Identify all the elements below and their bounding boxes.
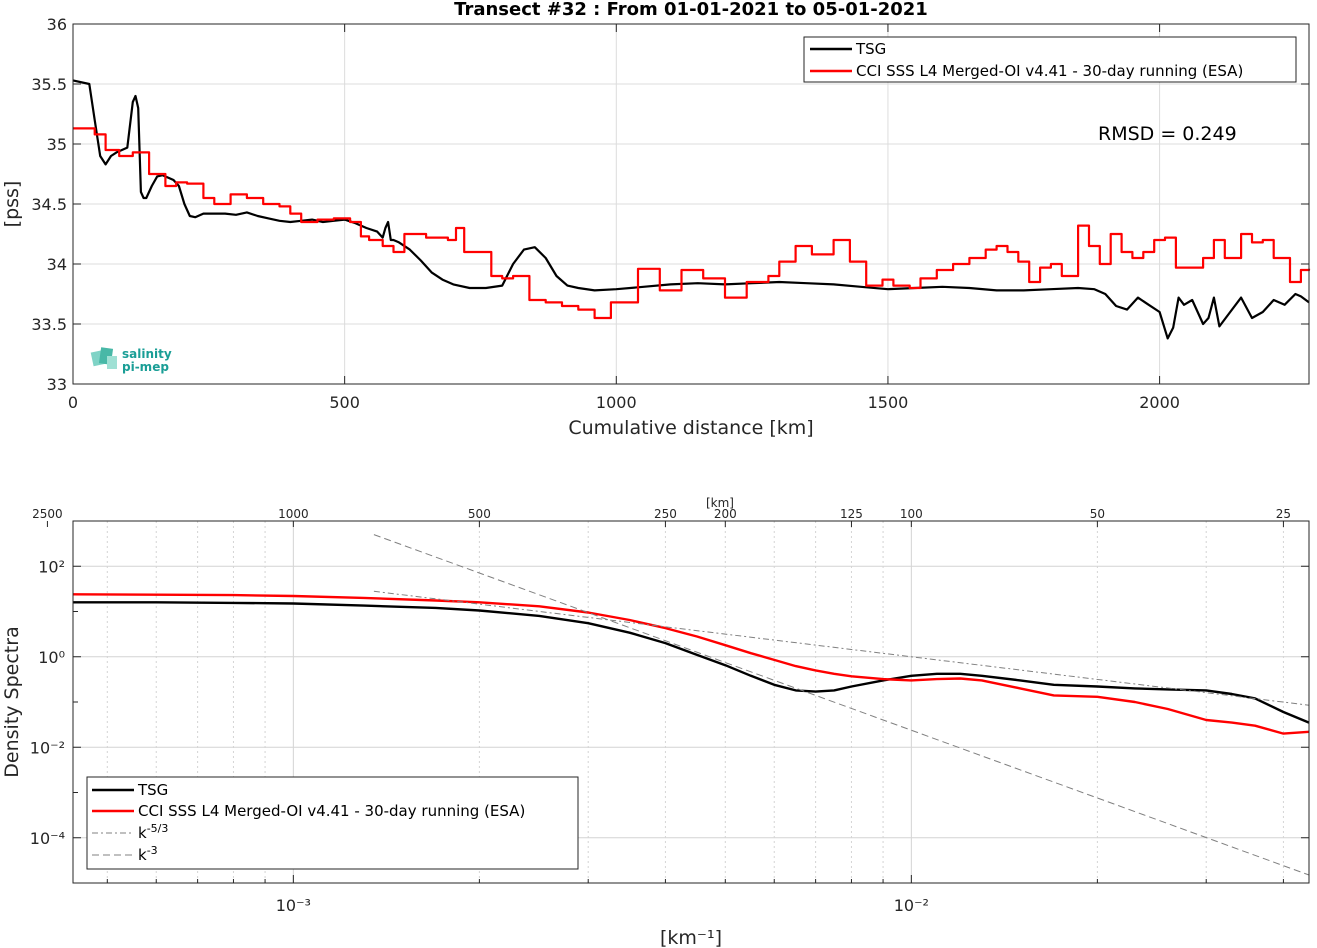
y-tick-label-top: 34 (47, 255, 67, 274)
top-axis-tick-label: 100 (900, 507, 923, 521)
series-line-cci (73, 127, 1311, 320)
x-tick-label-bottom: 10⁻² (894, 896, 929, 915)
spectra-chart: 10² 10⁰ 10⁻² 10⁻⁴ 10⁻³ 10⁻² 2500 1000 500 250 200 1… (1, 496, 1310, 948)
top-axis-tick-label: 25 (1276, 507, 1291, 521)
top-axis-tick-label: 250 (654, 507, 677, 521)
chart-title: Transect #32 : From 01-01-2021 to 05-01-… (454, 0, 928, 20)
y-tick-label-top: 34.5 (31, 195, 67, 214)
salinity-pi-mep-logo: salinity pi-mep (90, 347, 172, 374)
x-tick-label-top: 2000 (1139, 393, 1180, 412)
reference-line-k-5-3 (373, 590, 1310, 706)
top-axis-label: [km] (706, 496, 734, 510)
y-tick-label-bottom: 10⁻⁴ (30, 829, 65, 848)
legend-bottom-item-0: TSG (137, 781, 168, 799)
series-bottom (72, 534, 1310, 876)
top-axis-tick-label: 2500 (32, 507, 63, 521)
top-axis-tick-label: 1000 (278, 507, 309, 521)
x-tick-label-bottom: 10⁻³ (276, 896, 311, 915)
legend-bottom: TSG CCI SSS L4 Merged-OI v4.41 - 30-day … (86, 776, 579, 870)
x-tick-label-top: 0 (68, 393, 78, 412)
legend-top-item-0: TSG (855, 40, 886, 58)
x-tick-label-top: 1500 (868, 393, 909, 412)
y-tick-label-top: 33.5 (31, 315, 67, 334)
y-axis-label-top: [pss] (1, 181, 23, 228)
y-tick-label-top: 35.5 (31, 75, 67, 94)
rmsd-annotation: RMSD = 0.249 (1098, 123, 1237, 145)
ticks-bottom: 10² 10⁰ 10⁻² 10⁻⁴ 10⁻³ 10⁻² 2500 1000 500 250 200 1… (30, 507, 1309, 915)
reference-line-k-3 (373, 534, 1310, 876)
logo-text-salinity: salinity (122, 347, 172, 361)
spectrum-line-tsg (73, 601, 1310, 724)
y-tick-label-top: 33 (47, 375, 67, 394)
legend-top-item-1: CCI SSS L4 Merged-OI v4.41 - 30-day runn… (856, 62, 1243, 80)
y-tick-label-top: 36 (47, 15, 67, 34)
y-tick-label-bottom: 10² (38, 557, 65, 576)
ticks-top: 0 500 1000 1500 2000 33 33.5 34 34.5 35 35.5 36 (31, 15, 1309, 412)
x-tick-label-top: 500 (329, 393, 360, 412)
legend-bottom-item-1: CCI SSS L4 Merged-OI v4.41 - 30-day runn… (138, 802, 525, 820)
y-tick-label-bottom: 10⁰ (38, 648, 65, 667)
series-top (72, 79, 1311, 340)
x-tick-label-top: 1000 (596, 393, 637, 412)
top-axis-tick-label: 125 (840, 507, 863, 521)
top-axis-tick-label: 500 (468, 507, 491, 521)
top-axis-tick-label: 200 (714, 507, 737, 521)
salinity-chart: Transect #32 : From 01-01-2021 to 05-01-… (1, 0, 1311, 439)
y-tick-label-bottom: 10⁻² (30, 738, 65, 757)
legend-top: TSG CCI SSS L4 Merged-OI v4.41 - 30-day … (803, 36, 1297, 83)
y-tick-label-top: 35 (47, 135, 67, 154)
x-axis-label-bottom: [km⁻¹] (660, 927, 722, 948)
top-axis-tick-label: 50 (1090, 507, 1105, 521)
x-axis-label-top: Cumulative distance [km] (568, 417, 813, 439)
y-axis-label-bottom: Density Spectra (1, 626, 23, 777)
logo-text-pimep: pi-mep (122, 360, 169, 374)
